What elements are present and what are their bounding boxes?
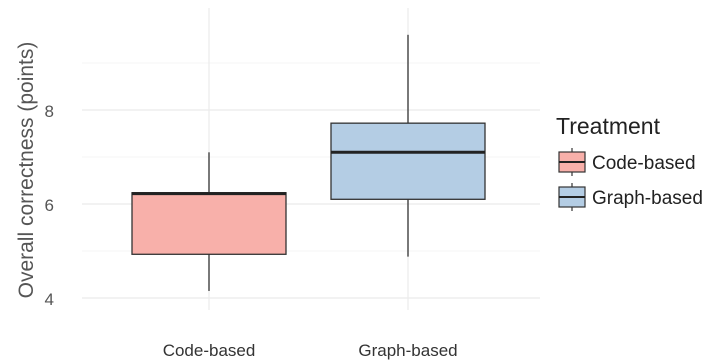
legend-label: Code-based: [592, 153, 696, 174]
legend-item: Graph-based: [558, 183, 703, 211]
box-iqr: [330, 122, 486, 200]
legend-label: Graph-based: [592, 188, 703, 209]
box-series: [131, 34, 486, 291]
x-axis-ticks: Code-based Graph-based: [163, 341, 458, 360]
x-tick-label: Graph-based: [358, 341, 457, 360]
y-tick-label: 6: [45, 196, 54, 215]
box-iqr: [131, 192, 287, 255]
box-code-based: [131, 152, 287, 291]
legend: Treatment Code-based Graph-based: [556, 113, 703, 211]
box-graph-based: [330, 34, 486, 257]
x-tick-label: Code-based: [163, 341, 256, 360]
y-tick-label: 8: [45, 102, 54, 121]
y-tick-label: 4: [45, 290, 54, 309]
y-axis-ticks: 4 6 8: [45, 102, 68, 309]
legend-item: Code-based: [558, 148, 696, 176]
legend-title: Treatment: [556, 113, 661, 139]
y-axis-label: Overall correctness (points): [15, 42, 38, 299]
